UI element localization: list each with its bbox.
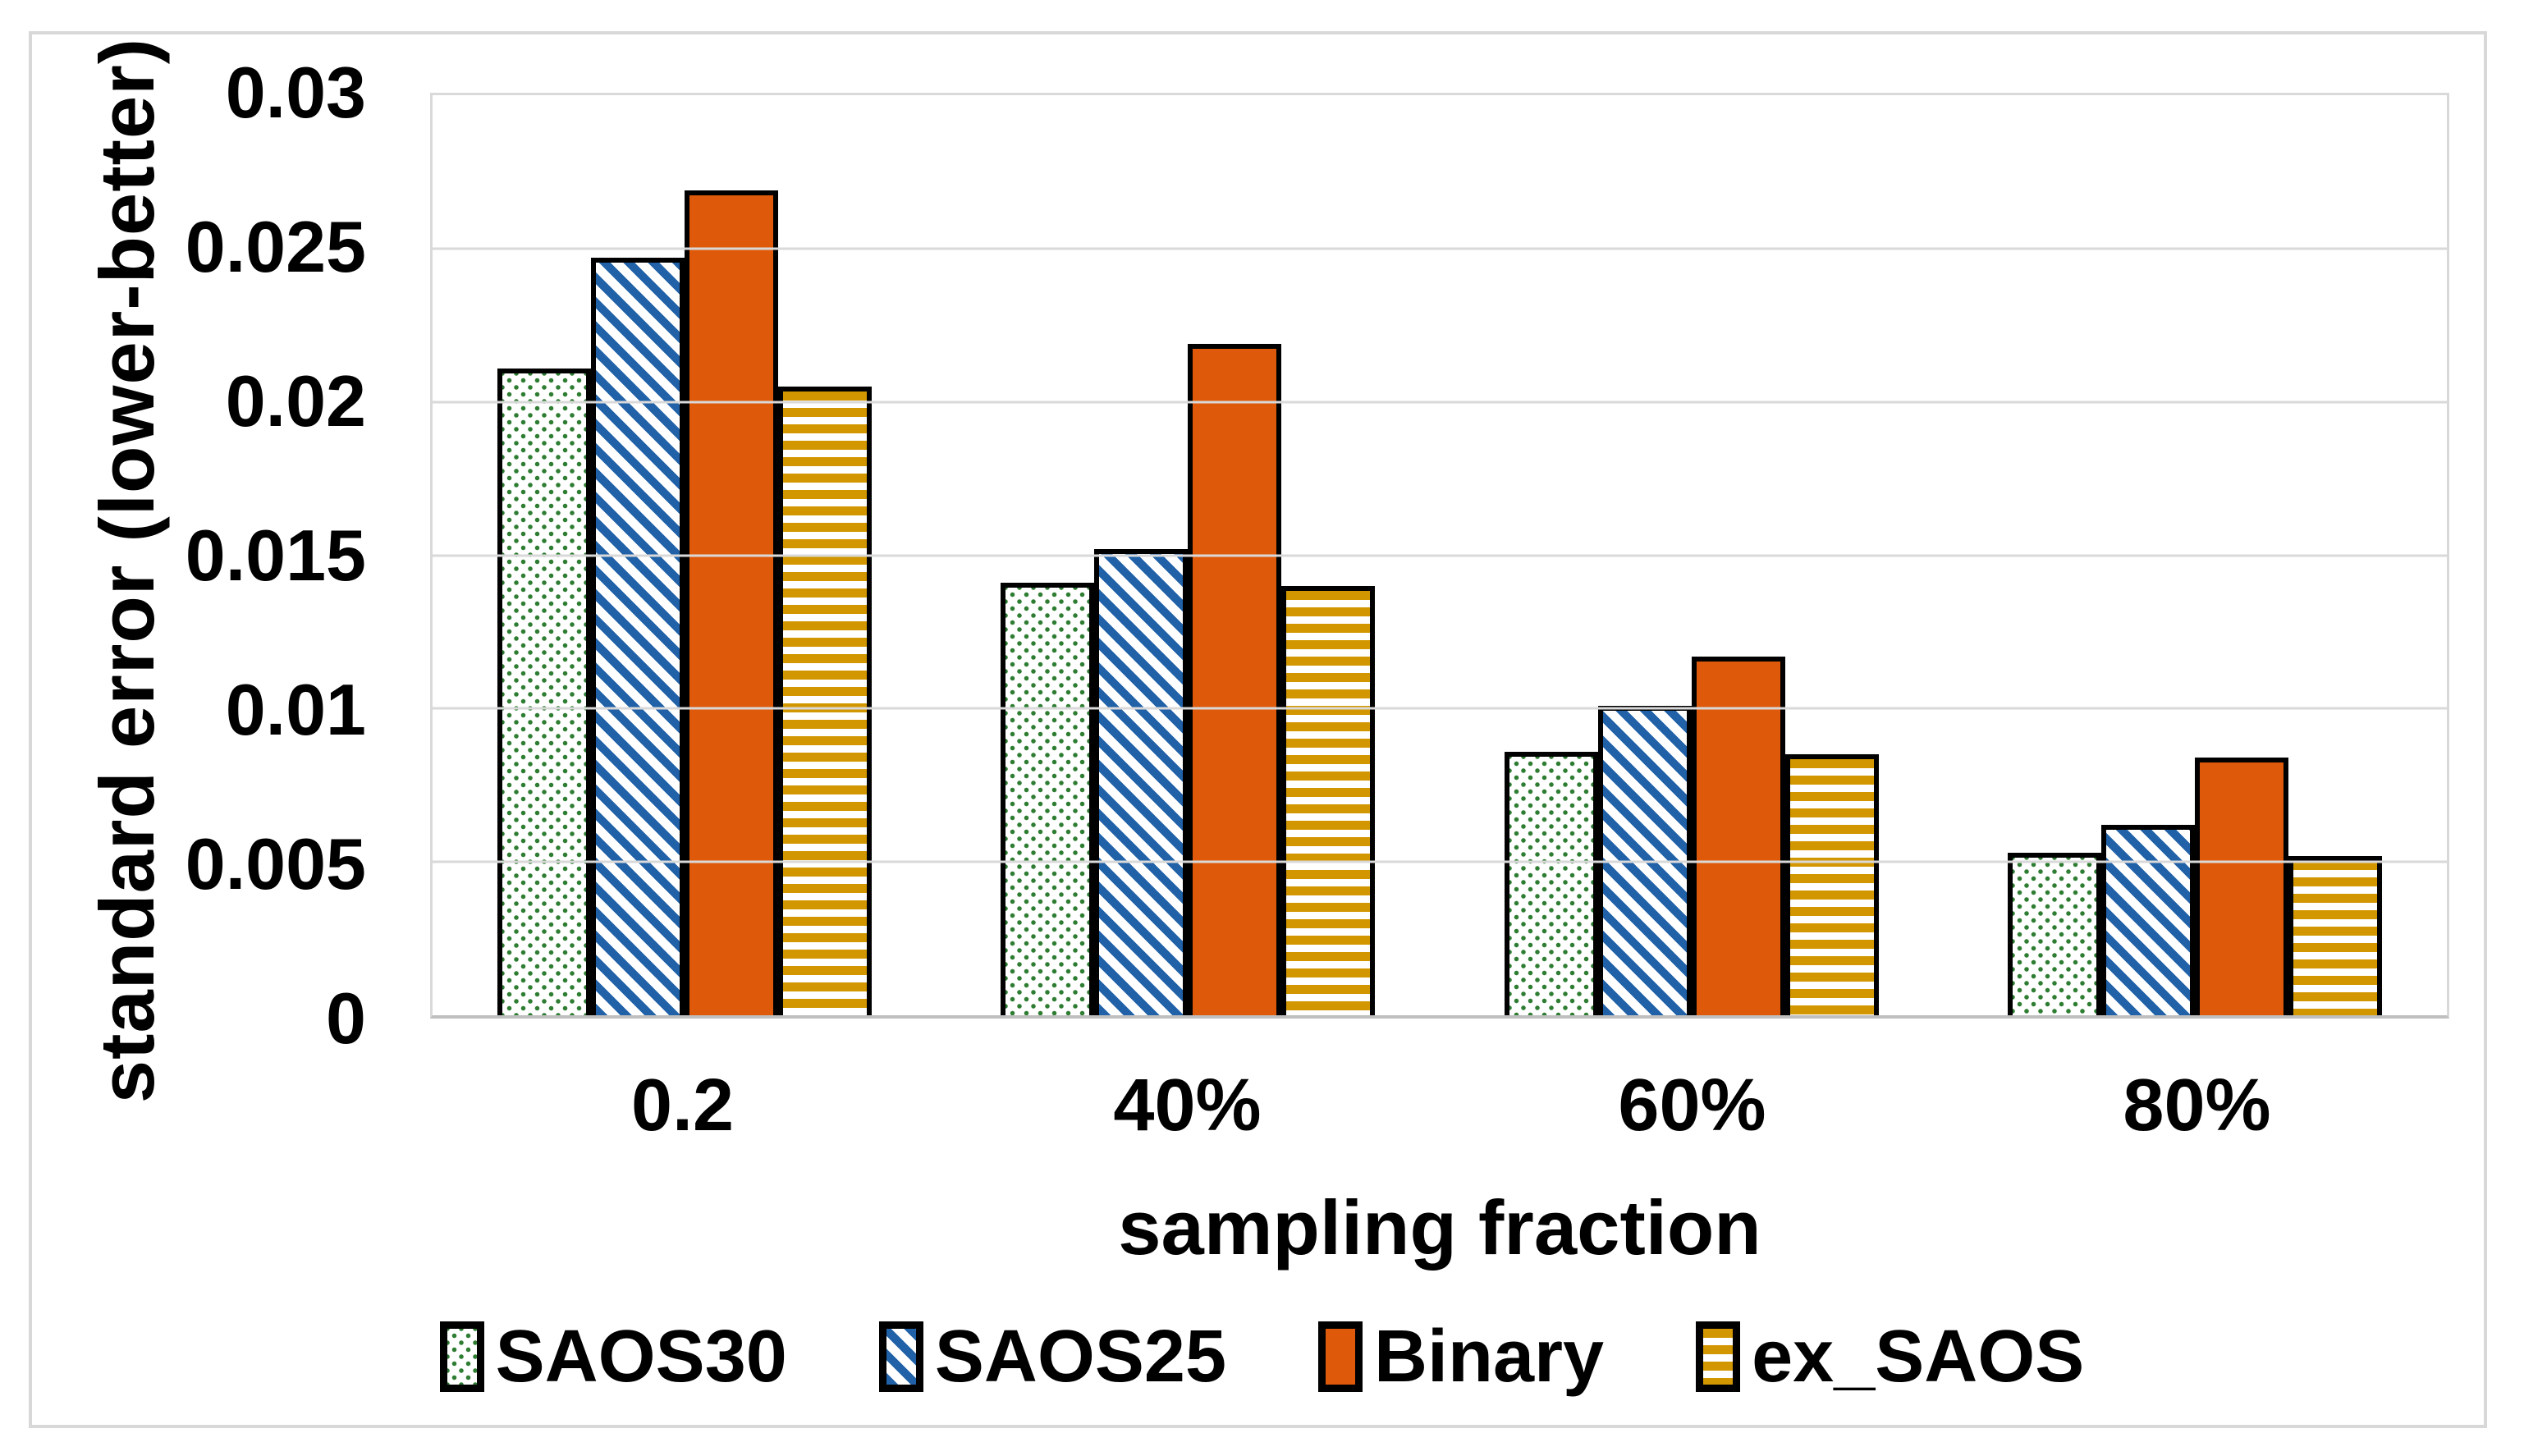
bar-ex_SAOS-0.2 [777, 386, 872, 1015]
y-tick-label: 0.02 [225, 360, 366, 442]
y-tick-label: 0.015 [185, 515, 366, 596]
y-tick-label: 0.01 [225, 669, 366, 750]
legend-item-SAOS25: SAOS25 [878, 1316, 1226, 1398]
gridline [433, 554, 2447, 556]
bar-SAOS25-60% [1597, 705, 1692, 1015]
bar-SAOS25-40% [1094, 549, 1189, 1015]
bar-ex_SAOS-80% [2288, 855, 2383, 1015]
legend-swatch-icon [878, 1321, 923, 1392]
x-axis-title: sampling fraction [1118, 1184, 1761, 1271]
legend-item-ex_SAOS: ex_SAOS [1696, 1320, 2084, 1394]
y-tick-label: 0.025 [185, 206, 366, 287]
legend-label: ex_SAOS [1752, 1316, 2085, 1398]
gridline [433, 401, 2447, 404]
bar-SAOS30-0.2 [497, 368, 591, 1015]
y-tick-label: 0 [326, 978, 366, 1059]
bar-SAOS30-80% [2008, 852, 2102, 1015]
bar-groups [433, 95, 2447, 1015]
legend: SAOS30 SAOS25 Binary ex_SAOS [0, 1303, 2524, 1410]
bar-SAOS25-0.2 [590, 258, 685, 1015]
bar-SAOS30-40% [1001, 583, 1095, 1015]
gridline [433, 707, 2447, 710]
gridline [433, 860, 2447, 863]
bar-group-40% [937, 95, 1441, 1015]
bar-SAOS30-60% [1504, 751, 1598, 1015]
bar-ex_SAOS-40% [1281, 585, 1376, 1015]
legend-label: SAOS25 [934, 1316, 1226, 1398]
bar-group-60% [1440, 95, 1944, 1015]
legend-item-SAOS30: SAOS30 [439, 1316, 787, 1398]
bar-group-80% [1944, 95, 2448, 1015]
bar-Binary-40% [1188, 343, 1282, 1015]
legend-swatch-icon [1318, 1321, 1363, 1392]
plot-area [430, 93, 2449, 1019]
y-axis-tick-labels: 0.03 0.025 0.02 0.015 0.01 0.005 0 [123, 57, 366, 1055]
bar-group-0.2 [433, 95, 937, 1015]
legend-label: SAOS30 [495, 1316, 787, 1398]
bar-Binary-60% [1691, 656, 1785, 1015]
x-tick-label: 60% [1618, 1065, 1766, 1147]
bar-SAOS25-80% [2101, 825, 2196, 1015]
x-tick-label: 0.2 [630, 1065, 735, 1147]
bar-Binary-0.2 [684, 190, 778, 1015]
bar-Binary-80% [2195, 758, 2289, 1015]
y-tick-label: 0.005 [185, 823, 366, 904]
legend-label: Binary [1374, 1316, 1605, 1398]
x-axis-tick-labels: 0.2 40% 60% 80% [430, 1060, 2449, 1151]
x-tick-label: 80% [2123, 1065, 2271, 1147]
bar-ex_SAOS-60% [1784, 754, 1879, 1015]
legend-swatch-icon [439, 1321, 484, 1392]
gridline [433, 247, 2447, 250]
x-tick-label: 40% [1113, 1065, 1262, 1147]
legend-swatch-icon [1696, 1321, 1741, 1392]
legend-item-Binary: Binary [1318, 1320, 1604, 1394]
y-tick-label: 0.03 [225, 52, 366, 133]
